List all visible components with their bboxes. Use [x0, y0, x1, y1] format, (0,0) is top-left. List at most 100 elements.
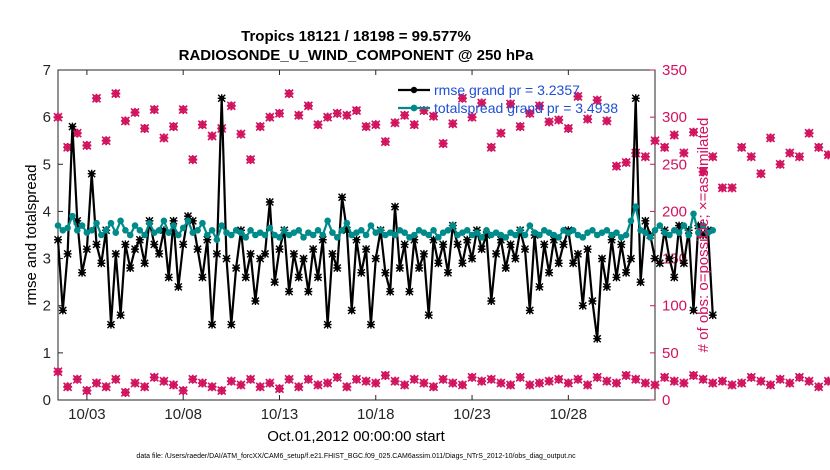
obs-count-marker: [409, 374, 419, 384]
rmse-point: [135, 235, 144, 244]
rmse-point: [487, 297, 496, 305]
y-tick-label-right: 0: [662, 392, 670, 409]
obs-count-marker: [727, 183, 737, 193]
rmse-point: [636, 278, 645, 287]
rmse-point: [261, 249, 270, 258]
rmse-point: [583, 245, 592, 254]
obs-count-marker: [457, 380, 467, 390]
rmse-point: [294, 273, 303, 282]
obs-count-marker: [544, 376, 554, 386]
obs-count-marker: [207, 131, 217, 141]
rmse-point: [68, 122, 77, 131]
rmse-point: [540, 240, 549, 249]
rmse-point: [622, 268, 631, 277]
obs-count-marker: [486, 374, 496, 384]
totalspread-point: [280, 226, 288, 234]
rmse-point: [391, 202, 400, 211]
obs-count-marker: [554, 374, 564, 384]
obs-count-marker: [111, 89, 121, 99]
chart-title-line1: Tropics 18121 / 18198 = 99.577%: [241, 28, 471, 45]
obs-count-marker: [698, 374, 708, 384]
rmse-point: [309, 245, 318, 254]
totalspread-point: [685, 231, 693, 239]
obs-count-marker: [130, 378, 140, 388]
totalspread-point: [146, 219, 153, 227]
rmse-point: [328, 249, 337, 258]
totalspread-point: [656, 222, 664, 229]
totalspread-point: [228, 231, 235, 239]
legend-rmse-swatch-marker: [410, 86, 418, 94]
obs-count-marker: [534, 378, 545, 388]
rmse-point: [679, 259, 688, 268]
rmse-point: [708, 311, 717, 320]
totalspread-point: [367, 222, 375, 229]
x-tick-label: 10/18: [357, 406, 395, 423]
rmse-point: [54, 235, 62, 244]
rmse-point: [434, 259, 443, 268]
rmse-point: [655, 259, 664, 268]
obs-count-marker: [525, 108, 535, 118]
obs-count-marker: [785, 378, 795, 388]
obs-count-marker: [361, 122, 371, 132]
obs-count-marker: [814, 142, 824, 152]
obs-count-marker: [592, 372, 602, 382]
obs-count-marker: [351, 105, 362, 116]
obs-count-marker: [708, 378, 718, 388]
x-tick-label: 10/23: [453, 406, 491, 423]
totalspread-point: [377, 226, 384, 234]
obs-count-marker: [746, 152, 756, 162]
obs-count-marker: [409, 120, 419, 130]
obs-count-marker: [660, 372, 670, 382]
obs-count-marker: [804, 128, 814, 138]
obs-count-marker: [72, 374, 82, 384]
obs-count-marker: [168, 122, 179, 132]
y-tick-label-left: 4: [43, 203, 51, 220]
rmse-point: [87, 169, 96, 178]
obs-count-marker: [149, 372, 159, 382]
totalspread-point: [64, 224, 71, 232]
rmse-point: [150, 240, 159, 249]
obs-count-marker: [679, 378, 689, 388]
obs-count-marker: [178, 386, 188, 396]
rmse-point: [689, 306, 698, 315]
obs-count-marker: [621, 370, 631, 381]
rmse-point: [304, 287, 313, 296]
totalspread-point: [430, 226, 437, 234]
obs-count-marker: [785, 148, 795, 158]
obs-count-marker: [91, 93, 102, 103]
series-layer: [53, 89, 830, 398]
obs-count-marker: [265, 112, 275, 122]
obs-count-marker: [737, 142, 747, 152]
totalspread-point: [526, 222, 534, 229]
totalspread-point: [473, 229, 481, 236]
rmse-point: [492, 249, 501, 258]
totalspread-point: [242, 234, 250, 241]
obs-count-marker: [708, 152, 718, 162]
totalspread-point: [300, 234, 307, 241]
obs-count-marker: [274, 108, 285, 118]
rmse-point: [227, 320, 236, 329]
obs-count-marker: [63, 382, 73, 392]
obs-count-marker: [477, 98, 487, 108]
obs-count-marker: [563, 378, 573, 388]
obs-count-marker: [448, 119, 458, 129]
obs-count-marker: [197, 378, 208, 388]
rmse-point: [198, 273, 207, 282]
rmse-point: [188, 216, 197, 225]
rmse-point: [333, 264, 342, 272]
obs-count-marker: [660, 142, 670, 152]
totalspread-point: [642, 229, 649, 236]
obs-count-marker: [294, 382, 304, 392]
totalspread-point: [338, 226, 346, 234]
obs-count-marker: [188, 374, 198, 384]
obs-count-marker: [390, 118, 400, 128]
rmse-point: [559, 240, 568, 249]
rmse-point: [593, 334, 602, 343]
obs-count-marker: [717, 183, 727, 193]
obs-count-marker: [669, 130, 679, 140]
obs-count-marker: [746, 372, 756, 382]
rmse-point: [511, 254, 520, 263]
totalspread-point: [627, 217, 635, 225]
rmse-point: [612, 273, 621, 282]
rmse-point: [549, 235, 558, 244]
